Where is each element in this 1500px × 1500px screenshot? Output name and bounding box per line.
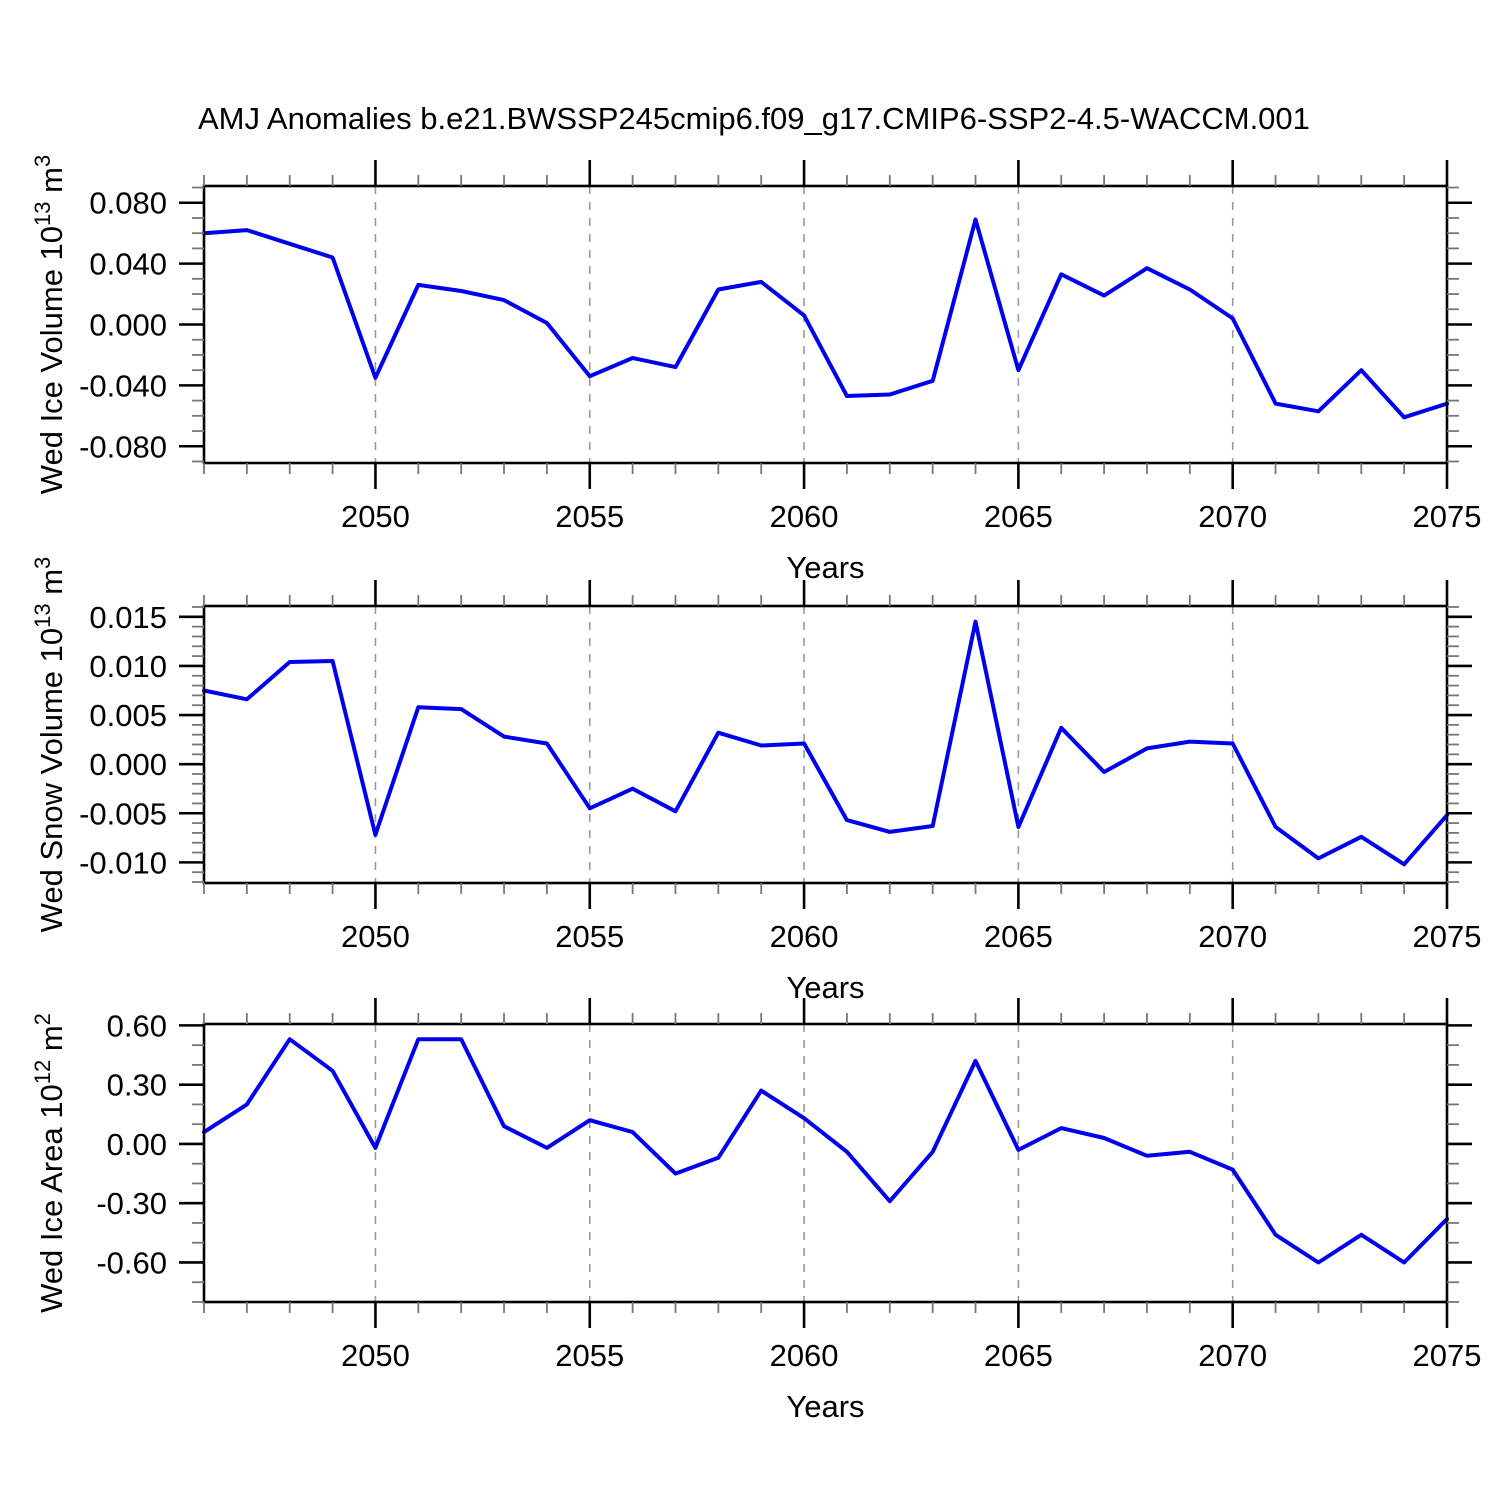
panel-3-x-tick-label-2075: 2075 xyxy=(1413,1338,1482,1373)
panel-2-y-tick-label-3: 0.000 xyxy=(89,747,167,782)
panel-1-data-line xyxy=(202,217,1449,420)
panel-3-y-tick-label-3: -0.30 xyxy=(96,1186,167,1221)
panel-1-plot-frame xyxy=(202,184,1449,465)
panel-2-y-axis-title: Wed Snow Volume 1013​ m3​ xyxy=(30,557,69,933)
panel-1-x-tick-label-2055: 2055 xyxy=(555,499,624,534)
panel-3-y-tick-label-0: 0.60 xyxy=(107,1008,167,1043)
panel-3-data-line xyxy=(202,1037,1449,1265)
panel-2-x-tick-label-2050: 2050 xyxy=(341,919,410,954)
panel-1-x-tick-label-2060: 2060 xyxy=(770,499,839,534)
chart-title: AMJ Anomalies b.e21.BWSSP245cmip6.f09_g1… xyxy=(198,101,1310,136)
panel-3-y-tick-label-4: -0.60 xyxy=(96,1245,167,1280)
panel-1-x-tick-label-2050: 2050 xyxy=(341,499,410,534)
panel-1-y-tick-label-1: 0.040 xyxy=(89,247,167,282)
panel-3-x-tick-label-2060: 2060 xyxy=(770,1338,839,1373)
panel-3-x-tick-label-2065: 2065 xyxy=(984,1338,1053,1373)
panel-1-x-axis-title: Years xyxy=(786,550,864,585)
panel-1-y-axis-title: Wed Ice Volume 1013​ m3​ xyxy=(30,155,69,494)
panel-2-x-tick-label-2070: 2070 xyxy=(1198,919,1267,954)
panel-1-y-tick-label-2: 0.000 xyxy=(89,308,167,343)
panel-3-y-axis-title: Wed Ice Area 1012​ m2​ xyxy=(30,1013,69,1313)
panel-3-plot-frame xyxy=(202,1022,1449,1304)
panel-3-x-tick-label-2055: 2055 xyxy=(555,1338,624,1373)
panel-1-x-tick-label-2075: 2075 xyxy=(1413,499,1482,534)
panel-3-x-tick-label-2070: 2070 xyxy=(1198,1338,1267,1373)
panel-2-x-tick-label-2060: 2060 xyxy=(770,919,839,954)
panel-2-y-tick-label-5: -0.010 xyxy=(79,845,167,880)
panel-1-y-tick-label-4: -0.080 xyxy=(79,429,167,464)
panel-2-plot-frame xyxy=(202,604,1449,885)
panel-3-x-tick-label-2050: 2050 xyxy=(341,1338,410,1373)
panel-1-y-tick-label-0: 0.080 xyxy=(89,186,167,221)
panel-1-x-tick-label-2070: 2070 xyxy=(1198,499,1267,534)
panel-2-y-tick-label-0: 0.015 xyxy=(89,600,167,635)
panel-2-x-tick-label-2075: 2075 xyxy=(1413,919,1482,954)
panel-2-y-tick-label-2: 0.005 xyxy=(89,698,167,733)
panel-1-x-tick-label-2065: 2065 xyxy=(984,499,1053,534)
panel-2-x-tick-label-2065: 2065 xyxy=(984,919,1053,954)
panel-3-y-tick-label-2: 0.00 xyxy=(107,1127,167,1162)
panel-2-x-axis-title: Years xyxy=(786,970,864,1005)
panel-3-x-axis-title: Years xyxy=(786,1389,864,1424)
panel-2-y-tick-label-4: -0.005 xyxy=(79,796,167,831)
panel-2-y-tick-label-1: 0.010 xyxy=(89,649,167,684)
panel-2-x-tick-label-2055: 2055 xyxy=(555,919,624,954)
panel-3-y-tick-label-1: 0.30 xyxy=(107,1068,167,1103)
panel-1-y-tick-label-3: -0.040 xyxy=(79,368,167,403)
panel-2-data-line xyxy=(202,619,1449,867)
